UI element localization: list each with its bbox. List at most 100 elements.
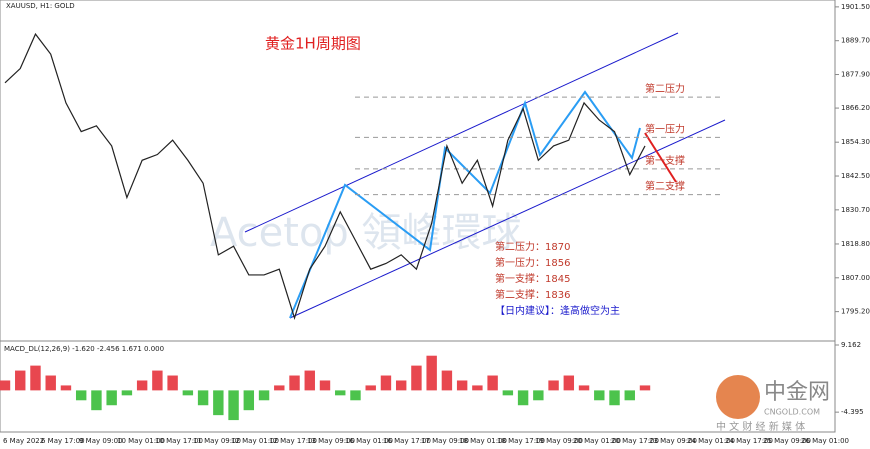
macd-bar	[441, 370, 453, 391]
x-tick-label: 24 May 17:00	[725, 437, 773, 445]
level-label: 第二支撑：1836	[495, 288, 570, 301]
x-tick-label: 6 May 17:00	[41, 437, 85, 445]
y-tick-label: 1807.00	[841, 274, 870, 282]
x-tick-label: 12 May 01:00	[231, 437, 279, 445]
macd-bar	[426, 355, 437, 391]
level-label: 第二压力：1870	[495, 240, 570, 253]
logo-url: CNGOLD.COM	[764, 408, 820, 417]
y-tick-label: 1889.70	[841, 37, 870, 45]
y-tick-label: 1877.90	[841, 71, 870, 79]
macd-bar	[197, 390, 209, 406]
price-layer: 1901.50 1889.70 1877.90 1866.20 1854.30 1842.…	[0, 3, 870, 445]
macd-bar	[319, 380, 331, 391]
y-tick-label: 1901.50	[841, 3, 870, 11]
macd-bar	[578, 385, 590, 391]
macd-bar	[60, 385, 72, 391]
y-tick-label: 1830.70	[841, 206, 870, 214]
macd-bar	[365, 385, 376, 391]
level-name: 第一支撑	[645, 154, 685, 167]
x-tick-label: 10 May 17:00	[155, 437, 203, 445]
level-name: 第二支撑	[645, 180, 685, 193]
macd-bar	[624, 390, 635, 401]
x-tick-label: 24 May 01:00	[687, 437, 735, 445]
macd-bar	[0, 380, 11, 391]
channel-upper	[244, 32, 679, 233]
level-label: 第一支撑：1845	[495, 272, 570, 285]
macd-bar	[563, 375, 575, 391]
macd-bar	[243, 390, 255, 411]
macd-bar	[289, 375, 300, 391]
x-tick-label: 16 May 01:00	[345, 437, 393, 445]
macd-bar	[213, 390, 224, 416]
level-label: 第一压力：1856	[495, 256, 570, 269]
x-tick-label: 16 May 17:00	[383, 437, 431, 445]
macd-bar	[304, 370, 315, 391]
macd-bar	[380, 375, 392, 391]
macd-bar	[533, 390, 544, 401]
y-tick-label: 1842.50	[841, 172, 870, 180]
x-tick-label: 25 May 09:00	[763, 437, 811, 445]
y-tick-label: -4.395	[841, 408, 864, 416]
logo: 中金网	[764, 380, 830, 405]
macd-bar	[350, 390, 361, 401]
macd-bar	[517, 390, 529, 406]
macd-bar	[502, 390, 514, 396]
x-tick-label: 6 May 2022	[3, 437, 44, 445]
y-tick-label: 1818.80	[841, 240, 870, 248]
x-tick-label: 26 May 01:00	[801, 437, 849, 445]
macd-bar	[136, 380, 148, 391]
macd-bar	[228, 390, 239, 421]
x-tick-label: 23 May 09:00	[649, 437, 697, 445]
x-tick-label: 12 May 17:00	[269, 437, 317, 445]
channel-lower	[289, 119, 726, 319]
logo-sub: 中 文 财 经 新 媒 体	[716, 420, 805, 433]
macd-bar	[121, 390, 133, 396]
x-tick-label: 19 May 09:00	[535, 437, 583, 445]
macd-bar	[75, 390, 87, 401]
frame	[0, 0, 836, 433]
macd-bar	[335, 390, 346, 396]
level-name: 第二压力	[645, 82, 685, 95]
macd-bar	[45, 375, 56, 391]
macd-bar	[594, 390, 605, 401]
y-tick-label: 9.162	[841, 341, 861, 349]
macd-bar	[395, 380, 407, 391]
y-tick-label: 1866.20	[841, 104, 870, 112]
symbol-header: XAUUSD, H1: GOLD	[6, 2, 75, 10]
x-tick-label: 18 May 01:00	[459, 437, 507, 445]
macd-bar	[182, 390, 194, 396]
macd-bar	[152, 370, 163, 391]
x-tick-label: 11 May 09:00	[193, 437, 241, 445]
macd-bar	[15, 370, 26, 391]
macd-bar	[639, 385, 651, 391]
level-name: 第一压力	[645, 122, 685, 135]
y-tick-label: 1795.20	[841, 308, 870, 316]
macd-bar	[472, 385, 483, 391]
watermark: Acetop 領峰環球	[210, 210, 522, 256]
chart-title: 黄金1H周期图	[265, 35, 361, 53]
macd-bar	[609, 390, 620, 406]
advice: 【日内建议】：逢高做空为主	[495, 304, 620, 317]
macd-bar	[91, 390, 102, 411]
forecast-arrow	[644, 132, 677, 183]
logo-icon	[716, 375, 760, 419]
macd-bar	[30, 365, 41, 391]
y-tick-label: 1854.30	[841, 138, 870, 146]
macd-bar	[411, 365, 422, 391]
x-tick-label: 10 May 01:00	[117, 437, 165, 445]
macd-title: MACD_DL(12,26,9) -1.620 -2.456 1.671 0.0…	[4, 345, 164, 353]
macd-bar	[456, 380, 468, 391]
macd-bar	[487, 375, 498, 391]
macd-bar	[106, 390, 117, 406]
x-tick-label: 20 May 17:00	[611, 437, 659, 445]
macd-bar	[167, 375, 178, 391]
wave-drawing	[289, 90, 641, 319]
x-tick-label: 17 May 09:00	[421, 437, 469, 445]
price-line	[4, 32, 646, 320]
x-tick-label: 13 May 09:00	[307, 437, 355, 445]
x-tick-label: 9 May 09:00	[79, 437, 123, 445]
macd-bar	[258, 390, 270, 401]
x-tick-label: 18 May 17:00	[497, 437, 545, 445]
x-tick-label: 20 May 01:00	[573, 437, 621, 445]
